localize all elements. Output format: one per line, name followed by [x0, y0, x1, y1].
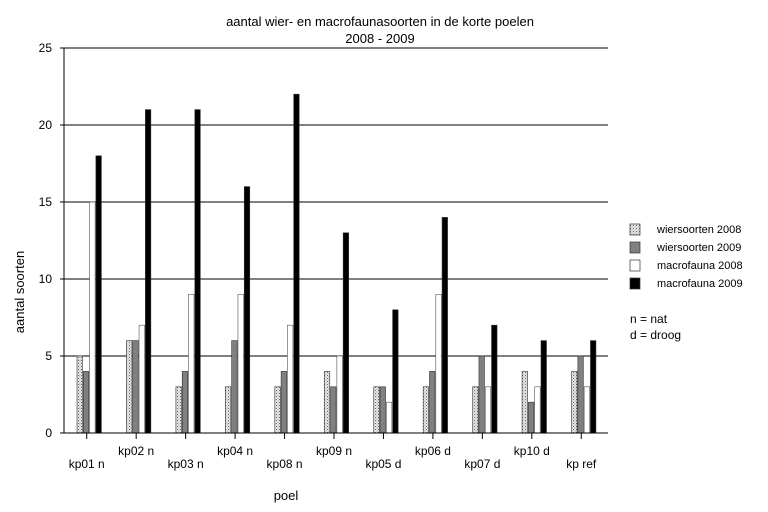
bar: [323, 371, 331, 434]
legend-label: macrofauna 2008: [657, 260, 743, 272]
bar: [330, 386, 337, 434]
bar: [181, 371, 189, 434]
note-droog: d = droog: [630, 328, 681, 342]
bar: [138, 324, 145, 434]
legend-swatch: [629, 277, 641, 290]
x-tick-label: kp07 d: [464, 457, 500, 471]
x-tick-label: kp10 d: [514, 444, 550, 458]
legend-label: macrofauna 2009: [657, 278, 743, 290]
bar: [280, 371, 287, 434]
x-tick-label: kp02 n: [118, 444, 154, 458]
bar: [237, 294, 244, 434]
legend-swatch: [629, 241, 641, 254]
bar: [225, 386, 232, 434]
bar: [540, 340, 547, 434]
bar: [435, 294, 442, 434]
y-tick-label: 5: [45, 349, 52, 363]
chart-subtitle: 2008 - 2009: [345, 31, 414, 46]
y-tick-label: 10: [39, 272, 53, 286]
bar: [422, 386, 429, 434]
bar: [175, 386, 182, 434]
bar: [274, 386, 281, 434]
bar: [472, 386, 479, 434]
bar: [484, 386, 492, 434]
bar: [590, 340, 597, 434]
axes: [60, 47, 608, 439]
y-tick-label: 15: [39, 195, 53, 209]
bar: [336, 355, 343, 434]
bar: [89, 201, 96, 434]
y-tick-label: 25: [39, 41, 53, 55]
y-tick-labels: 0 5 10 15 20 25: [39, 41, 53, 440]
x-tick-label: kp05 d: [365, 457, 401, 471]
bar: [571, 371, 578, 434]
x-tick-label: kp ref: [566, 457, 597, 471]
bar: [76, 355, 83, 434]
bar: [528, 401, 535, 434]
bar: [126, 340, 133, 434]
bar: [293, 93, 300, 434]
legend-label: wiersoorten 2009: [656, 242, 741, 254]
x-axis-label: poel: [274, 488, 299, 503]
bar: [429, 371, 436, 434]
chart-title: aantal wier- en macrofaunasoorten in de …: [226, 14, 534, 29]
gridlines: [64, 47, 608, 357]
bar: [194, 109, 201, 434]
legend-label: wiersoorten 2008: [656, 224, 741, 236]
bar: [83, 371, 90, 434]
legend-swatch: [629, 259, 641, 272]
bar: [342, 232, 349, 434]
bar: [534, 386, 541, 434]
bar: [379, 386, 386, 434]
x-tick-label: kp09 n: [316, 444, 352, 458]
note-nat: n = nat: [630, 312, 668, 326]
bar: [392, 309, 399, 434]
legend: wiersoorten 2008 wiersoorten 2009 macrofau…: [629, 223, 743, 290]
bar: [243, 186, 251, 434]
x-tick-label: kp04 n: [217, 444, 253, 458]
x-tick-label: kp03 n: [168, 457, 204, 471]
bars: [76, 93, 597, 434]
bar: [287, 324, 294, 434]
x-tick-label: kp01 n: [69, 457, 105, 471]
y-tick-label: 20: [39, 118, 53, 132]
x-tick-labels: kp01 n kp02 n kp03 n kp04 n kp08 n kp09 n kp05…: [69, 444, 597, 471]
y-tick-label: 0: [45, 426, 52, 440]
bar: [145, 109, 152, 434]
bar: [231, 340, 238, 434]
y-axis-label: aantal soorten: [12, 251, 27, 333]
bar: [521, 371, 528, 434]
bar: [583, 386, 590, 434]
bar: [577, 355, 584, 434]
bar: [478, 355, 485, 434]
bar: [132, 340, 139, 434]
bar: [188, 294, 195, 434]
bar: [491, 324, 498, 434]
x-tick-label: kp08 n: [267, 457, 303, 471]
bar: [386, 401, 393, 434]
x-tick-label: kp06 d: [415, 444, 451, 458]
bar: [373, 386, 380, 434]
legend-swatch: [629, 223, 641, 236]
bar: [95, 155, 102, 434]
bar: [441, 217, 448, 434]
